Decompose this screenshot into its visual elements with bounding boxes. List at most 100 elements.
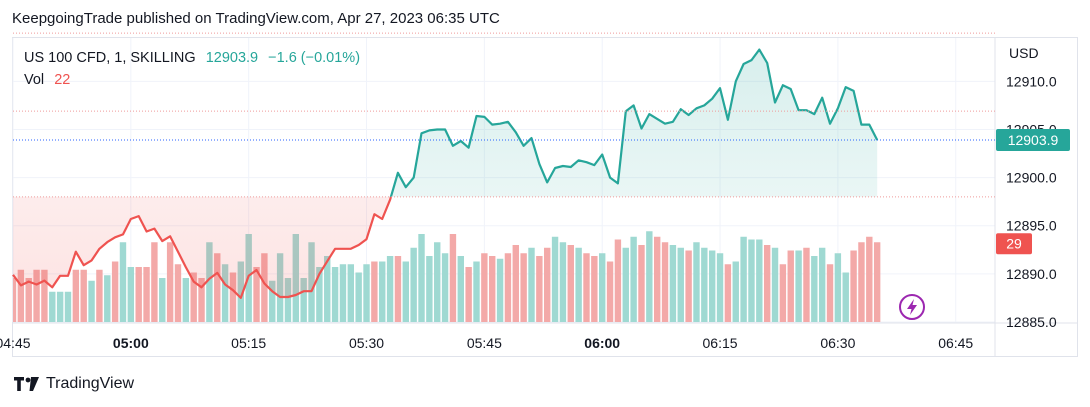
volume-bar: [465, 267, 472, 322]
volume-bar: [174, 264, 182, 322]
volume-bar: [771, 247, 779, 322]
volume-bar: [591, 256, 598, 322]
axis-badges: 12903.9 29: [996, 129, 1070, 255]
volume-bar: [850, 250, 857, 322]
volume-bar: [56, 291, 64, 322]
volume-bar: [72, 269, 80, 322]
volume-bar: [489, 256, 496, 322]
publish-line: KeepgoingTrade published on TradingView.…: [12, 10, 500, 27]
volume-value: 22: [54, 72, 71, 88]
volume-bar: [536, 256, 543, 322]
volume-bar: [614, 239, 622, 322]
volume-bar: [386, 256, 394, 322]
volume-bar: [481, 253, 488, 322]
volume-bar: [347, 264, 355, 322]
volume-bar: [190, 272, 197, 322]
symbol-name[interactable]: US 100 CFD, 1, SKILLING: [24, 50, 196, 66]
y-tick-label: 12895.0: [1006, 218, 1057, 234]
volume-bar: [253, 267, 260, 322]
volume-badge-text: 29: [1006, 235, 1022, 251]
volume-bar: [795, 250, 802, 322]
volume-bar: [748, 239, 755, 322]
volume-bar: [669, 245, 677, 322]
volume-bar: [701, 247, 708, 322]
volume-bar: [646, 231, 653, 322]
volume-bar: [473, 261, 480, 322]
volume-bar: [677, 247, 684, 322]
y-tick-label: 12910.0: [1006, 73, 1057, 89]
volume-bar: [583, 253, 590, 322]
time-axis[interactable]: 04:45 05:00 05:15 05:30 05:45 06:00 06:15 06:30…: [0, 335, 973, 351]
volume-bar: [834, 253, 842, 322]
volume-bar: [504, 253, 512, 322]
volume-bar: [339, 264, 347, 322]
brand-name: TradingView: [46, 375, 135, 392]
volume-bar: [426, 256, 433, 322]
price-axis[interactable]: USD12885.012890.012895.012900.012905.012…: [1006, 45, 1057, 330]
volume-bar: [457, 256, 464, 322]
volume-bar: [331, 267, 339, 322]
volume-bar: [512, 245, 519, 322]
volume-bar: [166, 242, 174, 322]
brand-footer[interactable]: TradingView: [14, 375, 134, 393]
volume-bar: [182, 278, 190, 322]
price-line-below-baseline: [12, 196, 393, 299]
volume-bar: [740, 236, 747, 322]
lightning-icon[interactable]: [899, 294, 925, 320]
chart-legend: US 100 CFD, 1, SKILLING 12903.9 −1.6 (−0…: [24, 47, 360, 91]
volume-bar: [622, 247, 629, 322]
volume-label[interactable]: Vol: [24, 72, 45, 88]
volume-bar: [787, 250, 794, 322]
volume-bar: [842, 272, 849, 322]
volume-bar: [269, 280, 276, 322]
volume-bar: [756, 239, 763, 322]
volume-bar: [151, 242, 158, 322]
volume-bar: [441, 253, 449, 322]
volume-bar: [261, 253, 268, 322]
x-tick-label: 06:45: [938, 335, 973, 351]
volume-bar: [418, 234, 425, 322]
volume-bars: [13, 231, 881, 322]
volume-bar: [13, 278, 17, 322]
x-tick-label: 06:30: [820, 335, 855, 351]
x-tick-label: 04:45: [0, 335, 31, 351]
volume-bar: [763, 245, 771, 322]
volume-bar: [779, 264, 787, 322]
volume-bar: [119, 242, 127, 322]
volume-bar: [379, 261, 386, 322]
volume-bar: [402, 261, 409, 322]
volume-bar: [96, 269, 103, 322]
volume-bar: [638, 245, 645, 322]
currency-label: USD: [1009, 45, 1039, 61]
last-price-value: 12903.9: [205, 50, 259, 66]
last-price-badge: [996, 129, 1070, 152]
volume-bar: [693, 242, 700, 322]
volume-bar: [724, 264, 732, 322]
volume-bar: [708, 250, 716, 322]
volume-bar: [284, 278, 292, 322]
volume-bar: [221, 264, 229, 322]
volume-bar: [803, 247, 810, 322]
volume-bar: [88, 280, 95, 322]
area-fill-below-baseline: [13, 196, 391, 298]
volume-bar: [811, 256, 818, 322]
volume-bar: [80, 269, 87, 322]
volume-bar: [559, 242, 567, 322]
price-change: −1.6 (−0.01%): [268, 50, 361, 66]
volume-bar: [826, 264, 834, 322]
volume-bar: [104, 275, 111, 322]
x-tick-label: 05:00: [113, 335, 149, 351]
volume-bar: [858, 242, 865, 322]
volume-bar: [599, 253, 606, 322]
volume-bar: [198, 278, 205, 322]
volume-bar: [355, 272, 362, 322]
tradingview-logo-icon: [14, 377, 39, 391]
volume-bar: [33, 269, 40, 322]
x-tick-label: 05:15: [231, 335, 266, 351]
price-lines: [12, 48, 879, 299]
volume-bar: [363, 264, 370, 322]
volume-bar: [818, 247, 826, 322]
last-price-badge-text: 12903.9: [1008, 132, 1059, 148]
y-tick-label: 12890.0: [1006, 266, 1057, 282]
